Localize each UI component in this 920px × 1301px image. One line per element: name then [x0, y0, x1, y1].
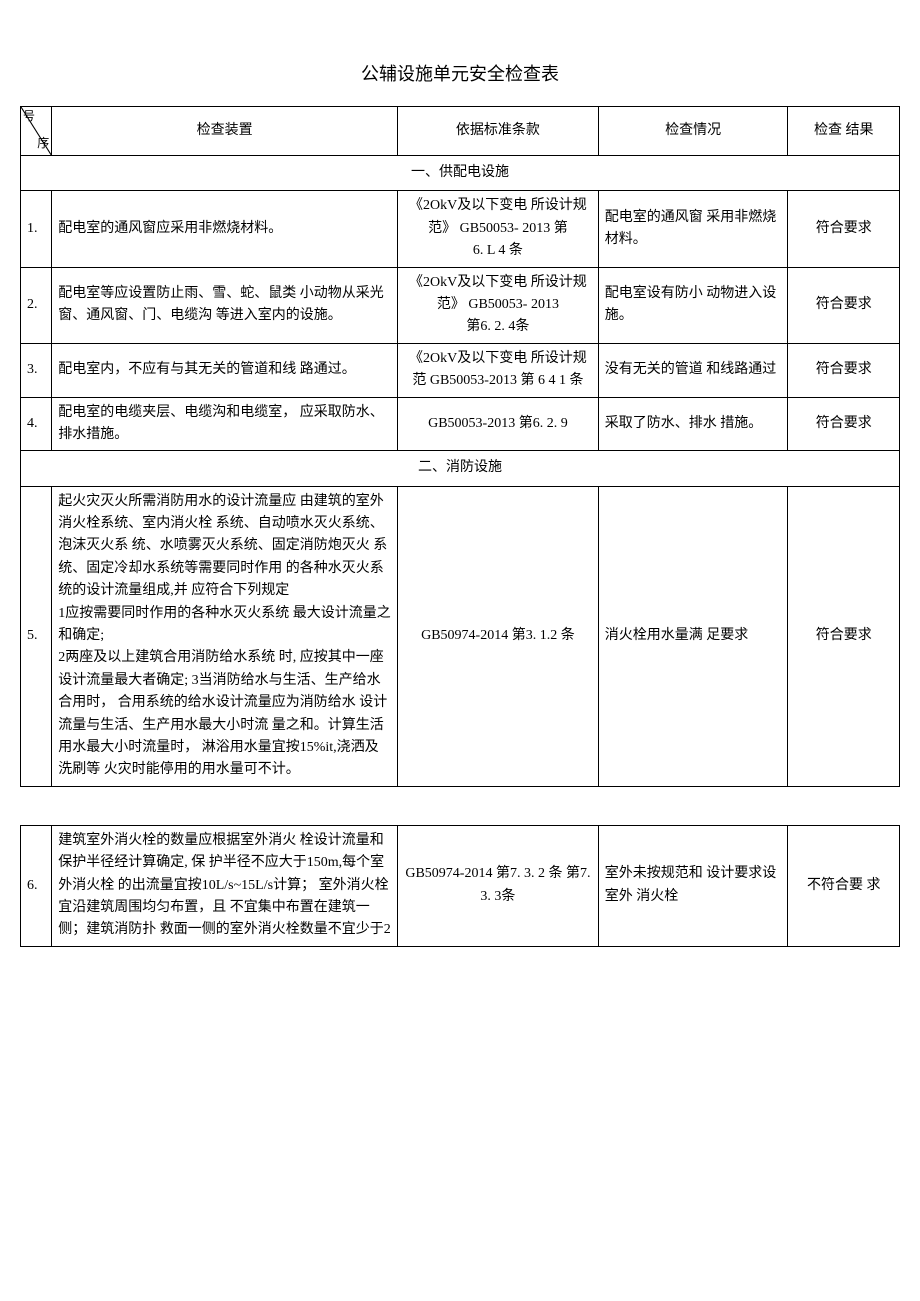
table-row: 2. 配电室等应设置防止雨、雪、蛇、鼠类 小动物从采光窗、通风窗、门、电缆沟 等…	[21, 267, 900, 343]
section-label: 一、供配电设施	[21, 156, 900, 191]
header-result: 检查 结果	[788, 107, 900, 156]
cell-result: 符合要求	[788, 191, 900, 267]
section-label: 二、消防设施	[21, 451, 900, 486]
cell-result: 符合要求	[788, 343, 900, 397]
inspection-table: 号 序 检查装置 依据标准条款 检查情况 检查 结果 一、供配电设施 1. 配电…	[20, 106, 900, 947]
cell-situation: 室外未按规范和 设计要求设室外 消火栓	[598, 825, 788, 946]
cell-situation: 没有无关的管道 和线路通过	[598, 343, 788, 397]
page-title: 公辅设施单元安全检查表	[20, 60, 900, 86]
header-device: 检查装置	[52, 107, 398, 156]
cell-result: 符合要求	[788, 486, 900, 786]
cell-result: 符合要求	[788, 397, 900, 451]
header-situation: 检查情况	[598, 107, 788, 156]
section-row: 二、消防设施	[21, 451, 900, 486]
cell-seq: 1.	[21, 191, 52, 267]
cell-seq: 5.	[21, 486, 52, 786]
cell-seq: 3.	[21, 343, 52, 397]
header-standard: 依据标准条款	[398, 107, 599, 156]
cell-result: 不符合要 求	[788, 825, 900, 946]
header-seq-bottom: 序	[37, 134, 49, 153]
cell-seq: 4.	[21, 397, 52, 451]
cell-device: 配电室内，不应有与其无关的管道和线 路通过。	[52, 343, 398, 397]
cell-situation: 消火栓用水量满 足要求	[598, 486, 788, 786]
cell-seq: 6.	[21, 825, 52, 946]
cell-situation: 采取了防水、排水 措施。	[598, 397, 788, 451]
cell-device: 配电室的通风窗应采用非燃烧材料。	[52, 191, 398, 267]
cell-standard: 《2OkV及以下变电 所设计规范 GB50053-2013 第 6 4 1 条	[398, 343, 599, 397]
table-row: 5. 起火灾灭火所需消防用水的设计流量应 由建筑的室外消火栓系统、室内消火栓 系…	[21, 486, 900, 786]
table-row: 4. 配电室的电缆夹层、电缆沟和电缆室， 应采取防水、排水措施。 GB50053…	[21, 397, 900, 451]
section-row: 一、供配电设施	[21, 156, 900, 191]
cell-standard: 《2OkV及以下变电 所设计规范》 GB50053- 2013 第 6. L 4…	[398, 191, 599, 267]
table-row: 6. 建筑室外消火栓的数量应根据室外消火 栓设计流量和保护半径经计算确定, 保 …	[21, 825, 900, 946]
header-seq: 号 序	[21, 107, 52, 156]
cell-result: 符合要求	[788, 267, 900, 343]
cell-device: 配电室等应设置防止雨、雪、蛇、鼠类 小动物从采光窗、通风窗、门、电缆沟 等进入室…	[52, 267, 398, 343]
cell-standard: GB50974-2014 第7. 3. 2 条 第7. 3. 3条	[398, 825, 599, 946]
table-row: 1. 配电室的通风窗应采用非燃烧材料。 《2OkV及以下变电 所设计规范》 GB…	[21, 191, 900, 267]
header-seq-top: 号	[23, 107, 35, 126]
cell-device: 建筑室外消火栓的数量应根据室外消火 栓设计流量和保护半径经计算确定, 保 护半径…	[52, 825, 398, 946]
cell-situation: 配电室设有防小 动物进入设施。	[598, 267, 788, 343]
cell-standard: GB50974-2014 第3. 1.2 条	[398, 486, 599, 786]
table-row: 3. 配电室内，不应有与其无关的管道和线 路通过。 《2OkV及以下变电 所设计…	[21, 343, 900, 397]
cell-seq: 2.	[21, 267, 52, 343]
cell-standard: 《2OkV及以下变电 所设计规范》 GB50053- 2013 第6. 2. 4…	[398, 267, 599, 343]
cell-standard: GB50053-2013 第6. 2. 9	[398, 397, 599, 451]
cell-device: 起火灾灭火所需消防用水的设计流量应 由建筑的室外消火栓系统、室内消火栓 系统、自…	[52, 486, 398, 786]
cell-device: 配电室的电缆夹层、电缆沟和电缆室， 应采取防水、排水措施。	[52, 397, 398, 451]
spacer-row	[21, 786, 900, 825]
table-header-row: 号 序 检查装置 依据标准条款 检查情况 检查 结果	[21, 107, 900, 156]
cell-situation: 配电室的通风窗 采用非燃烧材料。	[598, 191, 788, 267]
